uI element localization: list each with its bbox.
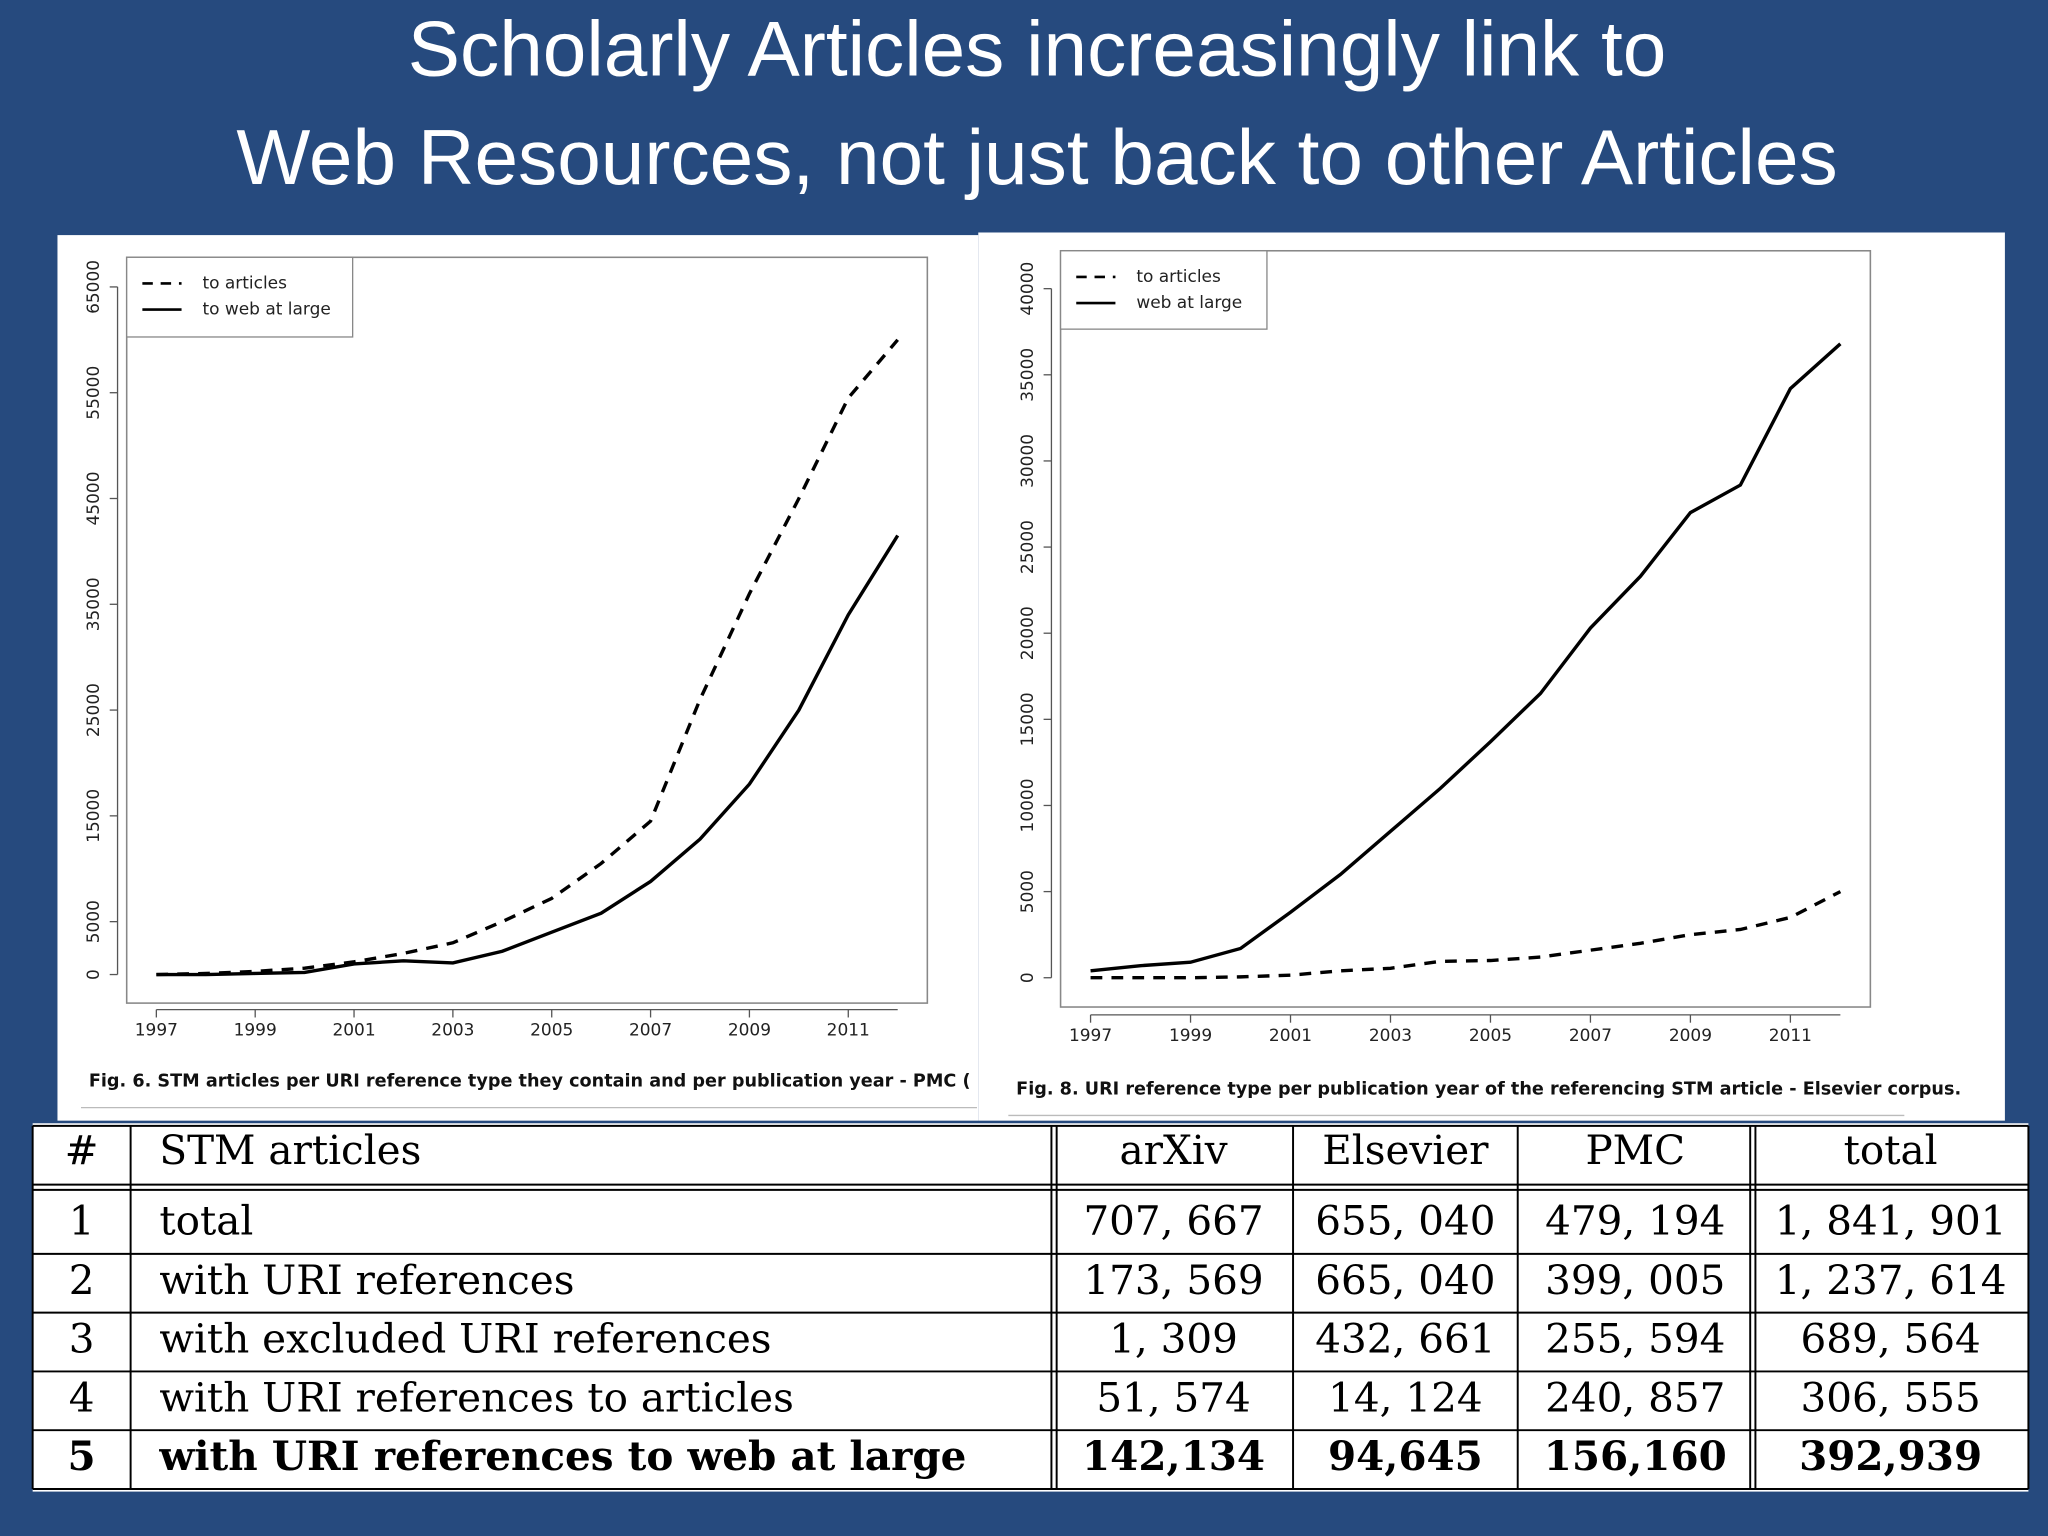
data-line [1090,342,1842,973]
plot-frame [1059,249,1872,1008]
table-cell: 1 [69,1196,95,1244]
y-tick-label: 45000 [84,472,104,526]
table-cell: 3 [69,1315,95,1363]
y-tick-label: 35000 [1018,348,1038,402]
table-cell: 665, 040 [1315,1256,1495,1304]
x-tick-label: 2003 [1369,1026,1412,1046]
table-cell: 1, 237, 614 [1775,1256,2007,1304]
table-cell: 2 [69,1256,95,1304]
table-header: # [65,1126,99,1174]
y-tick-label: 0 [84,969,104,980]
table-cell: 156,160 [1544,1432,1727,1480]
x-tick-label: 1999 [1169,1026,1212,1046]
legend-label: to web at large [202,300,330,320]
y-tick-label: 40000 [1018,262,1038,316]
x-tick-label: 2003 [431,1021,474,1041]
data-line [156,534,900,977]
x-tick-label: 2007 [1569,1026,1612,1046]
x-tick-label: 2011 [1769,1026,1812,1046]
title-line: Web Resources, not just back to other Ar… [236,113,1837,201]
table-cell: with URI references [159,1256,574,1304]
legend-label: to articles [202,273,287,293]
y-tick-label: 10000 [1018,778,1038,832]
y-tick-label: 20000 [1018,606,1038,660]
figure-caption: Fig. 8. URI reference type per publicati… [1016,1079,1961,1099]
table-cell: 306, 555 [1801,1373,1981,1421]
x-tick-label: 2007 [629,1021,672,1041]
table-cell: with URI references to articles [159,1373,794,1421]
table-cell: 479, 194 [1545,1196,1725,1244]
table-cell: 5 [68,1432,96,1480]
table-cell: 1, 309 [1109,1315,1238,1363]
y-tick-label: 5000 [84,900,104,943]
table-cell: 94,645 [1328,1432,1483,1480]
table-cell: 689, 564 [1801,1315,1981,1363]
figure-panel [978,232,2005,1121]
table-header: Elsevier [1322,1126,1489,1174]
figure-caption: Fig. 6. STM articles per URI reference t… [89,1071,971,1091]
table-cell: with excluded URI references [159,1315,771,1363]
y-tick-label: 25000 [84,683,104,737]
table-cell: with URI references to web at large [158,1432,966,1480]
data-line [156,338,899,977]
plot-frame [125,256,929,1004]
x-tick-label: 2005 [1469,1026,1512,1046]
table-cell: 51, 574 [1096,1373,1250,1421]
table-header: PMC [1585,1126,1685,1174]
x-tick-label: 2011 [827,1021,870,1041]
x-tick-label: 1999 [234,1021,277,1041]
legend-label: to articles [1136,267,1221,287]
table-cell: 14, 124 [1328,1373,1482,1421]
table-cell: 1, 841, 901 [1775,1196,2007,1244]
y-tick-label: 15000 [84,789,104,843]
table-header: arXiv [1120,1126,1228,1174]
table-cell: 655, 040 [1315,1196,1495,1244]
table-cell: 173, 569 [1083,1256,1263,1304]
y-tick-label: 65000 [84,260,104,314]
x-tick-label: 2001 [1269,1026,1312,1046]
legend-box [1059,250,1268,330]
y-tick-label: 25000 [1018,520,1038,574]
table-cell: total [159,1196,253,1244]
x-tick-label: 1997 [1069,1026,1112,1046]
x-tick-label: 2005 [530,1021,573,1041]
figure-panel [57,235,979,1121]
title-line: Scholarly Articles increasingly link to [408,5,1667,93]
table-cell: 142,134 [1082,1432,1265,1480]
table-cell: 392,939 [1799,1432,1982,1480]
y-tick-label: 35000 [84,577,104,631]
table-header: STM articles [159,1126,421,1174]
legend-box [126,256,354,338]
y-tick-label: 0 [1018,972,1038,983]
x-tick-label: 2009 [1669,1026,1712,1046]
table-cell: 399, 005 [1545,1256,1725,1304]
data-line [1090,890,1842,980]
y-tick-label: 55000 [84,366,104,420]
y-tick-label: 5000 [1018,870,1038,913]
table-cell: 707, 667 [1083,1196,1263,1244]
y-tick-label: 15000 [1018,692,1038,746]
table-cell: 4 [69,1373,95,1421]
table-header: total [1844,1126,1938,1174]
x-tick-label: 2009 [728,1021,771,1041]
x-tick-label: 1997 [135,1021,178,1041]
table-cell: 255, 594 [1545,1315,1725,1363]
y-tick-label: 30000 [1018,434,1038,488]
table-cell: 240, 857 [1545,1373,1725,1421]
table-cell: 432, 661 [1315,1315,1495,1363]
legend-label: web at large [1136,293,1242,313]
x-tick-label: 2001 [332,1021,375,1041]
